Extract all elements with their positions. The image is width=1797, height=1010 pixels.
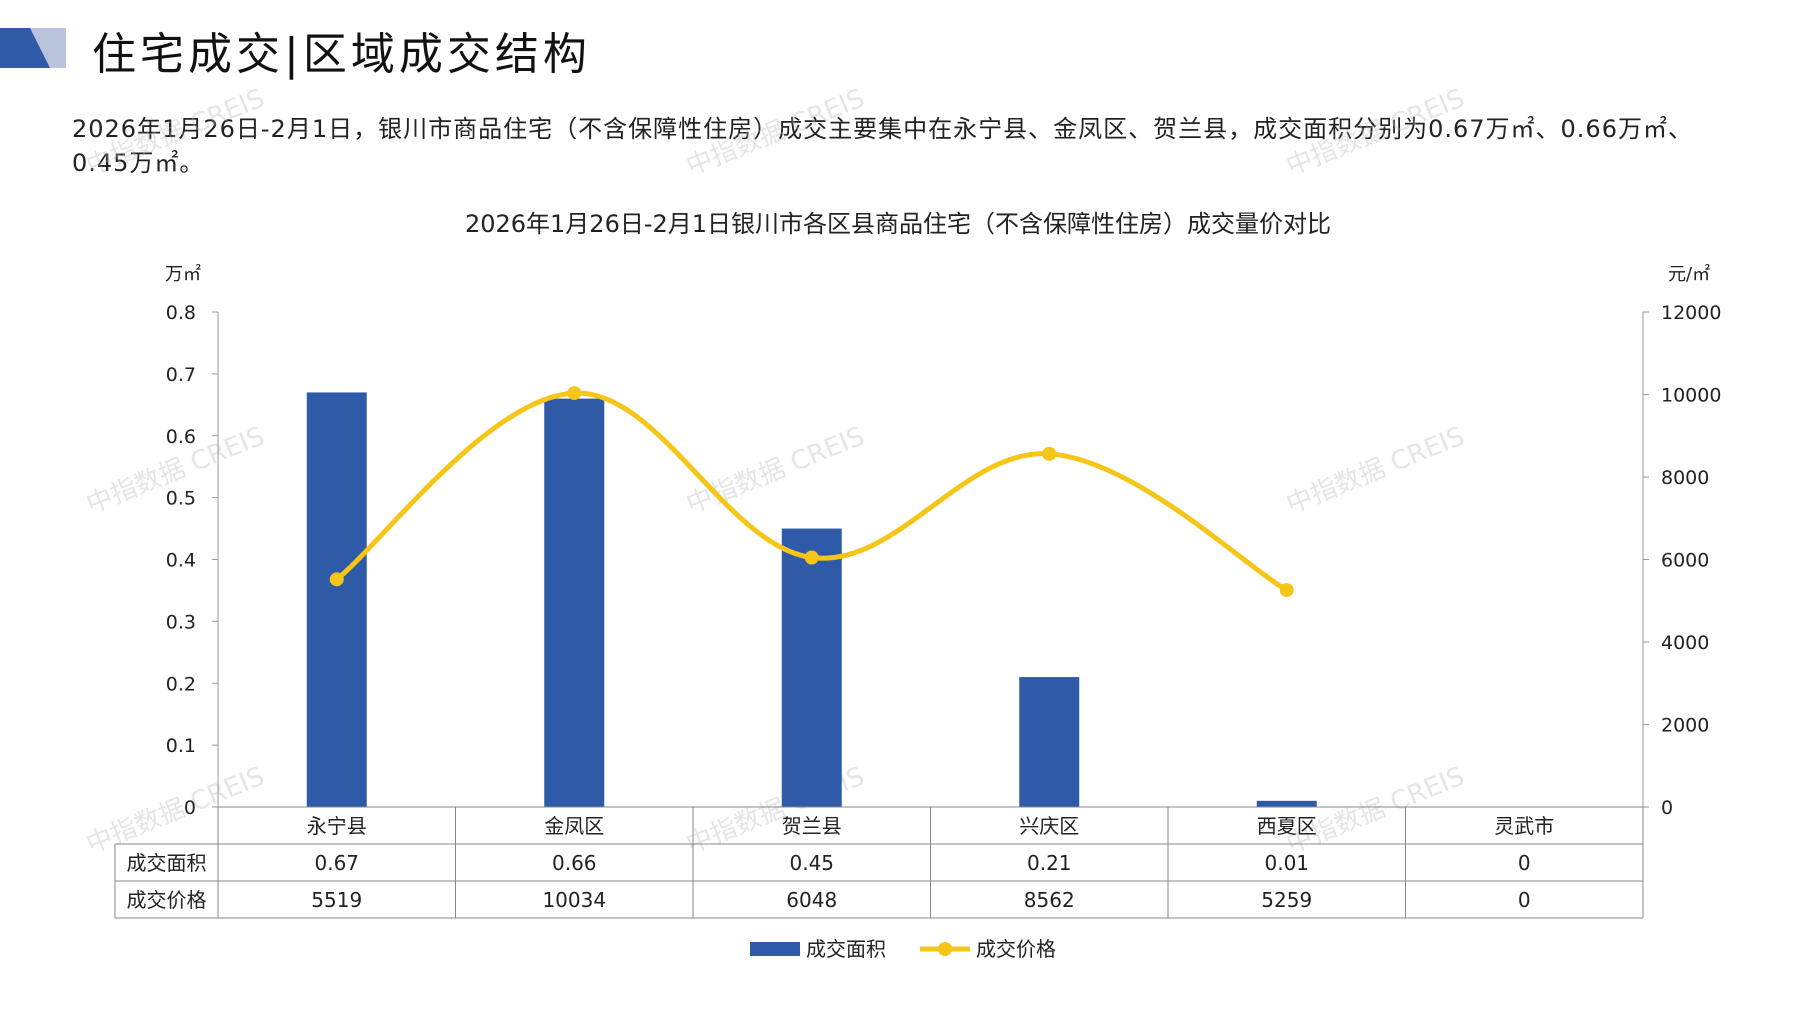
y-right-tick-label: 4000: [1661, 632, 1709, 654]
category-label: 永宁县: [307, 814, 367, 838]
price-value-label: 8562: [1024, 888, 1075, 912]
area-value-label: 0.01: [1264, 851, 1309, 875]
y-left-tick-label: 0.4: [166, 550, 196, 572]
bar-4: [1019, 677, 1080, 807]
area-value-label: 0.67: [314, 851, 359, 875]
category-label: 贺兰县: [782, 814, 842, 838]
y-right-tick-label: 12000: [1661, 302, 1721, 324]
bar-2: [544, 398, 605, 807]
legend-label-price: 成交价格: [976, 937, 1056, 961]
y-left-tick-label: 0: [184, 797, 196, 819]
page-title: 住宅成交|区域成交结构: [92, 29, 591, 80]
summary-text: 2026年1月26日-2月1日，银川市商品住宅（不含保障性住房）成交主要集中在永…: [72, 115, 1693, 177]
y-left-unit: 万㎡: [165, 263, 201, 285]
chart: 2026年1月26日-2月1日银川市各区县商品住宅（不含保障性住房）成交量价对比…: [114, 210, 1722, 961]
y-right-tick-label: 6000: [1661, 550, 1709, 572]
bar-5: [1256, 800, 1317, 807]
plot-area: 0.8 0.7 0.6 0.5 0.4 0.3 0.2 0.1 0 12000 10000 8000 6…: [166, 302, 1722, 819]
price-value-label: 6048: [786, 888, 837, 912]
y-right-unit: 元/㎡: [1668, 263, 1710, 285]
price-value-label: 5519: [311, 888, 362, 912]
price-point-2: [567, 386, 582, 401]
y-left-tick-label: 0.3: [166, 611, 196, 633]
y-left-tick-label: 0.6: [166, 426, 196, 448]
area-value-label: 0.21: [1027, 851, 1072, 875]
y-left-tick-label: 0.8: [166, 302, 196, 324]
y-left-tick-label: 0.7: [166, 364, 196, 386]
category-label: 灵武市: [1494, 814, 1554, 838]
price-point-3: [804, 550, 819, 565]
area-value-label: 0.45: [789, 851, 834, 875]
category-label: 兴庆区: [1019, 814, 1079, 838]
legend-swatch-area: [750, 942, 800, 956]
bar-1: [306, 392, 367, 807]
area-value-label: 0: [1518, 851, 1531, 875]
y-left-tick-label: 0.5: [166, 488, 196, 510]
y-right-tick-label: 8000: [1661, 467, 1709, 489]
category-label: 金凤区: [544, 814, 604, 838]
bar-3: [781, 528, 842, 807]
price-value-label: 0: [1518, 888, 1531, 912]
legend-label-area: 成交面积: [806, 937, 886, 961]
price-point-1: [329, 572, 344, 587]
y-left-tick-label: 0.2: [166, 673, 196, 695]
chart-title: 2026年1月26日-2月1日银川市各区县商品住宅（不含保障性住房）成交量价对比: [465, 210, 1331, 238]
price-value-label: 5259: [1261, 888, 1312, 912]
legend-swatch-price-dot: [938, 942, 952, 956]
table-row-label: 成交面积: [127, 851, 207, 875]
y-right-tick-label: 10000: [1661, 385, 1721, 407]
table-row-label: 成交价格: [127, 888, 207, 912]
y-right-tick-label: 0: [1661, 797, 1673, 819]
y-right-tick-label: 2000: [1661, 715, 1709, 737]
category-label: 西夏区: [1257, 814, 1317, 838]
price-point-4: [1042, 446, 1057, 461]
y-left-tick-label: 0.1: [166, 735, 196, 757]
legend: 成交面积 成交价格: [750, 937, 1056, 961]
price-point-5: [1279, 583, 1294, 598]
header-logo-shape: [0, 28, 66, 68]
price-value-label: 10034: [542, 888, 606, 912]
area-value-label: 0.66: [552, 851, 597, 875]
